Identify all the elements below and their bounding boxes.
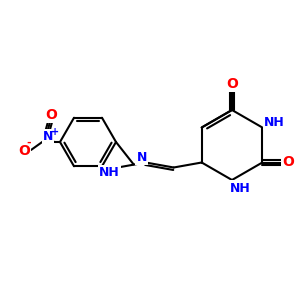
Text: NH: NH	[264, 116, 285, 129]
Text: N: N	[43, 130, 53, 143]
Text: O: O	[45, 108, 57, 122]
Text: O: O	[226, 77, 238, 91]
Text: N: N	[136, 151, 147, 164]
Text: O: O	[18, 144, 30, 158]
Text: NH: NH	[230, 182, 250, 194]
Text: NH: NH	[99, 166, 120, 179]
Text: +: +	[51, 127, 59, 137]
Text: O: O	[282, 155, 294, 170]
Text: -: -	[27, 138, 31, 148]
